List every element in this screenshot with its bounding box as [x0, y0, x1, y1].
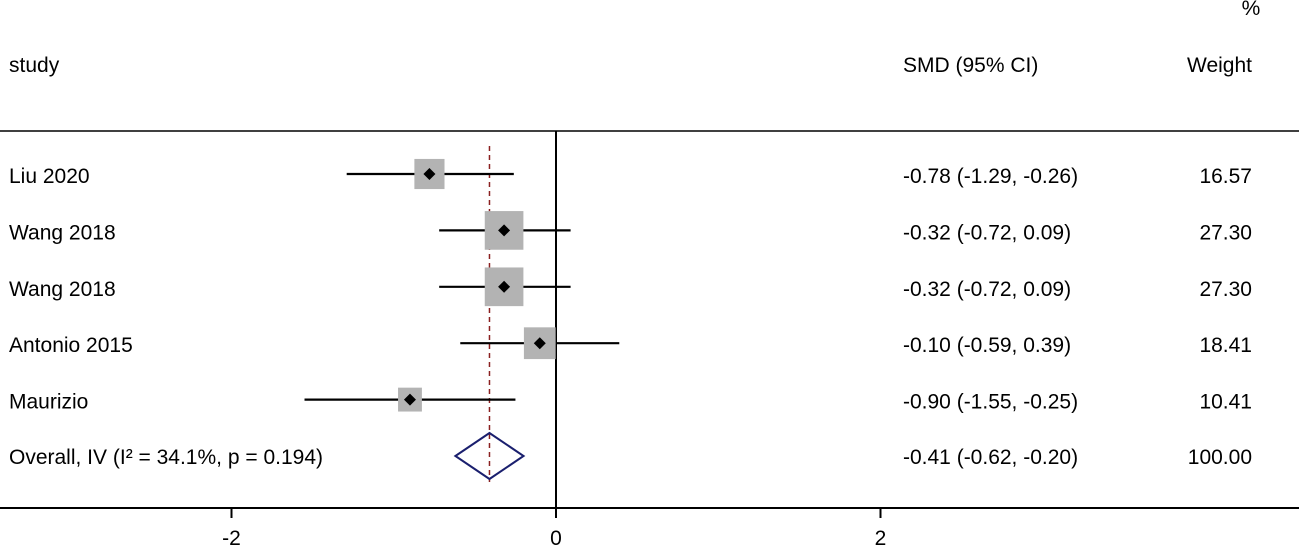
study-weight-text: 18.41 — [1199, 334, 1252, 357]
study-ci-text: -0.78 (-1.29, -0.26) — [903, 165, 1078, 188]
study-column-header: study — [9, 54, 60, 77]
study-ci-text: -0.90 (-1.55, -0.25) — [903, 391, 1078, 414]
x-tick-label: 2 — [875, 527, 887, 550]
weight-column-header: Weight — [1187, 54, 1252, 77]
overall-label: Overall, IV (I² = 34.1%, p = 0.194) — [9, 446, 323, 469]
x-tick-label: -2 — [222, 527, 241, 550]
study-label: Liu 2020 — [9, 165, 90, 188]
study-ci-text: -0.10 (-0.59, 0.39) — [903, 334, 1071, 357]
study-ci-text: -0.32 (-0.72, 0.09) — [903, 221, 1071, 244]
x-axis-ticks: -2 0 2 — [222, 508, 886, 550]
overall-ci-text: -0.41 (-0.62, -0.20) — [903, 446, 1078, 469]
study-rows: Liu 2020 -0.78 (-1.29, -0.26) 16.57 Wang 20… — [9, 158, 1252, 414]
study-row: Maurizio -0.90 (-1.55, -0.25) 10.41 — [9, 387, 1252, 414]
point-estimate-marker — [403, 393, 416, 406]
point-estimate-marker — [533, 337, 546, 350]
overall-weight-text: 100.00 — [1188, 446, 1252, 469]
study-row: Wang 2018 -0.32 (-0.72, 0.09) 27.30 — [9, 267, 1252, 307]
study-label: Wang 2018 — [9, 278, 116, 301]
study-row: Wang 2018 -0.32 (-0.72, 0.09) 27.30 — [9, 211, 1252, 250]
study-label: Antonio 2015 — [9, 334, 133, 357]
point-estimate-marker — [423, 168, 436, 180]
study-weight-text: 16.57 — [1199, 165, 1252, 188]
study-ci-text: -0.32 (-0.72, 0.09) — [903, 278, 1071, 301]
x-tick-label: 0 — [550, 527, 562, 550]
smd-column-header: SMD (95% CI) — [903, 54, 1038, 77]
point-estimate-marker — [498, 280, 511, 293]
study-label: Wang 2018 — [9, 221, 116, 244]
study-row: Liu 2020 -0.78 (-1.29, -0.26) 16.57 — [9, 158, 1252, 190]
weight-unit-label: % — [1242, 0, 1261, 20]
point-estimate-marker — [498, 224, 511, 237]
study-label: Maurizio — [9, 391, 88, 414]
study-weight-text: 10.41 — [1199, 391, 1252, 414]
study-weight-text: 27.30 — [1199, 278, 1252, 301]
study-weight-text: 27.30 — [1199, 221, 1252, 244]
overall-diamond — [453, 431, 526, 481]
study-row: Antonio 2015 -0.10 (-0.59, 0.39) 18.41 — [9, 327, 1252, 360]
